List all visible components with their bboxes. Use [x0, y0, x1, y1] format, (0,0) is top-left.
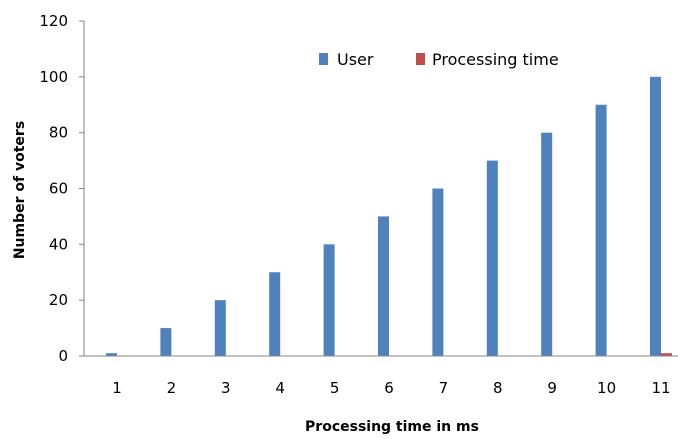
x-tick-label: 4 — [275, 379, 285, 397]
y-tick-label: 0 — [58, 347, 68, 365]
bar-user — [541, 132, 553, 356]
y-tick-label: 100 — [39, 68, 68, 86]
bar-user — [323, 244, 335, 356]
bar-user — [650, 76, 661, 356]
x-tick-label: 10 — [597, 379, 616, 397]
legend-swatch — [319, 53, 328, 65]
y-tick-label: 60 — [49, 180, 68, 198]
y-tick-label: 80 — [49, 124, 68, 142]
bar-user — [595, 104, 607, 356]
x-tick-label: 3 — [221, 379, 231, 397]
bar-user — [269, 272, 281, 356]
x-tick-label: 9 — [547, 379, 557, 397]
bar-user — [378, 216, 389, 356]
bar-user — [160, 328, 172, 356]
y-tick-label: 20 — [49, 291, 68, 309]
x-tick-label: 8 — [493, 379, 503, 397]
legend-swatch — [416, 53, 425, 65]
bar-user — [214, 300, 226, 356]
x-tick-label: 5 — [330, 379, 340, 397]
plot-area — [106, 76, 672, 356]
x-tick-label: 2 — [167, 379, 177, 397]
legend: User Processing time — [319, 50, 559, 69]
legend-label: User — [337, 50, 374, 69]
x-axis: 1 2 3 4 5 6 7 8 9 10 11 — [84, 355, 678, 397]
bar-processing-time — [661, 353, 672, 356]
x-tick-label: 6 — [384, 379, 394, 397]
x-tick-label: 11 — [651, 379, 670, 397]
x-axis-title: Processing time in ms — [305, 419, 479, 435]
y-tick-label: 40 — [49, 235, 68, 253]
bar-user — [486, 160, 498, 356]
x-tick-label: 7 — [439, 379, 449, 397]
y-axis-title: Number of voters — [12, 121, 28, 259]
y-tick-label: 120 — [39, 12, 68, 30]
bar-user — [106, 353, 117, 356]
y-axis: 0 20 40 60 80 100 120 — [39, 12, 85, 365]
legend-label: Processing time — [432, 50, 559, 69]
bar-user — [432, 188, 444, 356]
x-tick-label: 1 — [112, 379, 122, 397]
